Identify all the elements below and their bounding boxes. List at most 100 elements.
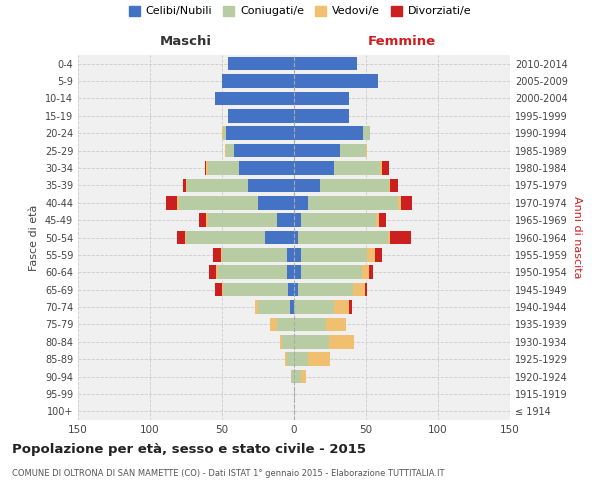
Bar — [349, 300, 352, 314]
Text: Popolazione per età, sesso e stato civile - 2015: Popolazione per età, sesso e stato civil… — [12, 442, 366, 456]
Bar — [367, 248, 374, 262]
Bar — [391, 178, 398, 192]
Bar — [215, 283, 222, 296]
Bar — [294, 109, 349, 122]
Bar — [218, 266, 287, 279]
Bar — [280, 335, 283, 348]
Bar — [380, 161, 382, 175]
Bar — [223, 283, 288, 296]
Bar — [294, 230, 298, 244]
Bar — [286, 352, 287, 366]
Bar — [294, 214, 301, 227]
Bar — [222, 283, 223, 296]
Bar — [334, 300, 349, 314]
Text: Femmine: Femmine — [368, 35, 436, 48]
Bar — [258, 300, 290, 314]
Bar — [340, 144, 366, 158]
Bar — [290, 300, 294, 314]
Bar — [308, 196, 398, 209]
Bar — [301, 370, 305, 384]
Bar — [388, 230, 391, 244]
Bar — [401, 196, 412, 209]
Bar — [301, 266, 362, 279]
Bar — [294, 161, 334, 175]
Bar — [379, 214, 386, 227]
Bar — [294, 196, 308, 209]
Legend: Celibi/Nubili, Coniugati/e, Vedovi/e, Divorziati/e: Celibi/Nubili, Coniugati/e, Vedovi/e, Di… — [129, 6, 471, 16]
Bar — [255, 300, 258, 314]
Bar — [294, 178, 320, 192]
Bar — [228, 57, 294, 70]
Bar — [248, 178, 294, 192]
Bar — [391, 230, 410, 244]
Bar — [215, 92, 294, 105]
Bar — [301, 214, 376, 227]
Bar — [366, 144, 367, 158]
Text: COMUNE DI OLTRONA DI SAN MAMETTE (CO) - Dati ISTAT 1° gennaio 2015 - Elaborazion: COMUNE DI OLTRONA DI SAN MAMETTE (CO) - … — [12, 469, 445, 478]
Bar — [214, 248, 221, 262]
Bar — [166, 196, 178, 209]
Bar — [258, 196, 294, 209]
Bar — [222, 248, 287, 262]
Bar — [228, 109, 294, 122]
Bar — [294, 126, 363, 140]
Bar — [185, 230, 186, 244]
Bar — [239, 161, 294, 175]
Bar — [187, 178, 248, 192]
Bar — [209, 266, 216, 279]
Bar — [398, 196, 401, 209]
Bar — [362, 266, 369, 279]
Bar — [226, 126, 294, 140]
Bar — [291, 370, 294, 384]
Bar — [269, 318, 277, 331]
Bar — [353, 283, 365, 296]
Bar — [216, 266, 218, 279]
Bar — [199, 214, 206, 227]
Bar — [225, 144, 226, 158]
Bar — [288, 283, 294, 296]
Bar — [369, 266, 373, 279]
Bar — [329, 335, 355, 348]
Bar — [287, 248, 294, 262]
Bar — [294, 92, 349, 105]
Bar — [294, 144, 340, 158]
Bar — [223, 126, 226, 140]
Bar — [208, 161, 239, 175]
Bar — [186, 178, 187, 192]
Bar — [374, 248, 382, 262]
Y-axis label: Fasce di età: Fasce di età — [29, 204, 39, 270]
Bar — [277, 214, 294, 227]
Bar — [206, 214, 208, 227]
Y-axis label: Anni di nascita: Anni di nascita — [572, 196, 581, 279]
Bar — [221, 248, 222, 262]
Bar — [222, 74, 294, 88]
Bar — [178, 230, 185, 244]
Bar — [294, 283, 298, 296]
Bar — [294, 74, 377, 88]
Bar — [206, 161, 208, 175]
Bar — [334, 161, 380, 175]
Bar — [294, 387, 295, 400]
Bar — [205, 161, 206, 175]
Bar — [294, 370, 301, 384]
Bar — [186, 230, 265, 244]
Bar — [298, 230, 388, 244]
Bar — [294, 248, 301, 262]
Bar — [208, 214, 277, 227]
Bar — [382, 161, 389, 175]
Bar — [265, 230, 294, 244]
Bar — [376, 214, 379, 227]
Text: Maschi: Maschi — [160, 35, 212, 48]
Bar — [320, 178, 389, 192]
Bar — [326, 318, 346, 331]
Bar — [294, 266, 301, 279]
Bar — [301, 248, 367, 262]
Bar — [183, 178, 186, 192]
Bar — [277, 318, 294, 331]
Bar — [233, 144, 294, 158]
Bar — [294, 352, 308, 366]
Bar — [226, 144, 233, 158]
Bar — [308, 352, 330, 366]
Bar — [178, 196, 179, 209]
Bar — [287, 266, 294, 279]
